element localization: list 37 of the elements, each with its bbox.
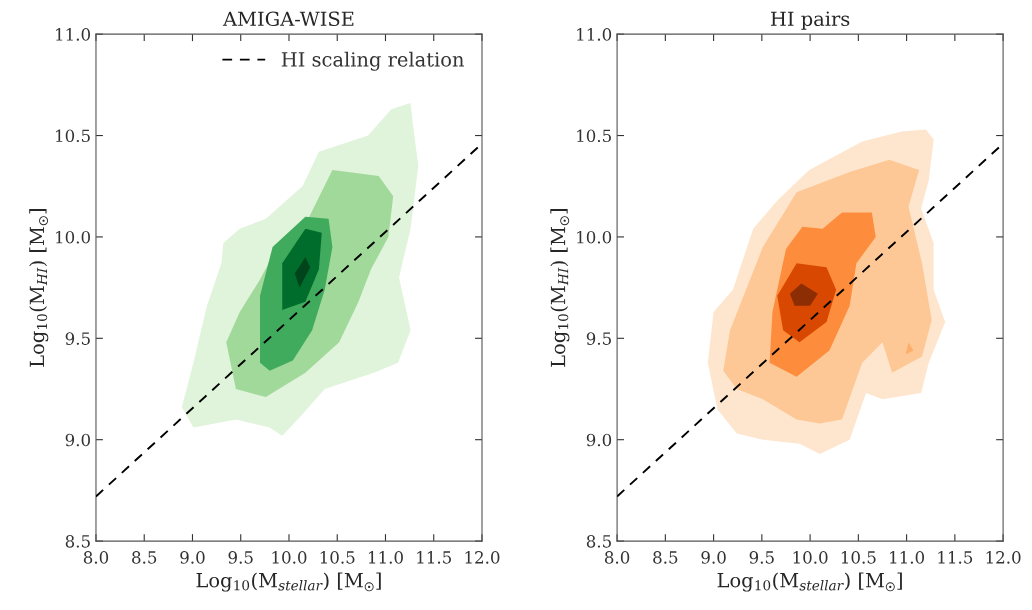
x-axis-title: Log$_{10}$(M$_{stellar}$) [M$_{☉}$] bbox=[196, 572, 381, 592]
y-tick-label: 8.5 bbox=[586, 535, 611, 548]
x-tick-label: 10.0 bbox=[793, 551, 828, 564]
y-tick-label: 10.5 bbox=[577, 129, 611, 143]
y-tick-label: 11.0 bbox=[56, 28, 91, 41]
x-tick-label: 9.5 bbox=[749, 551, 774, 564]
y-axis-title: Log$_{10}$(M$_{HI}$) [M$_{☉}$] bbox=[29, 209, 49, 367]
y-tick-label: 10.0 bbox=[56, 230, 91, 244]
x-axis-title: Log$_{10}$(M$_{stellar}$) [M$_{☉}$] bbox=[717, 572, 902, 592]
x-tick-label: 10.5 bbox=[320, 551, 355, 564]
y-axis-title: Log$_{10}$(M$_{HI}$) [M$_{☉}$] bbox=[550, 209, 570, 367]
y-tick-label: 11.0 bbox=[577, 28, 612, 41]
x-tick-label: 11.5 bbox=[417, 551, 451, 564]
x-tick-label: 9.0 bbox=[701, 551, 726, 564]
x-tick-label: 11.5 bbox=[938, 551, 973, 564]
chart-title: HI pairs bbox=[771, 11, 850, 30]
x-tick-label: 12.0 bbox=[465, 551, 500, 564]
x-tick-label: 9.0 bbox=[180, 551, 205, 564]
y-tick-label: 10.5 bbox=[56, 129, 90, 143]
x-tick-label: 10.5 bbox=[841, 551, 876, 564]
x-tick-label: 12.0 bbox=[986, 551, 1021, 564]
x-tick-label: 11.0 bbox=[890, 551, 925, 564]
y-tick-label: 9.0 bbox=[586, 433, 612, 447]
x-tick-label: 11.0 bbox=[368, 551, 403, 564]
chart-title: AMIGA-WISE bbox=[222, 11, 354, 27]
y-tick-label: 9.0 bbox=[65, 433, 91, 447]
y-tick-label: 10.0 bbox=[577, 230, 612, 244]
x-tick-label: 8.5 bbox=[653, 551, 678, 564]
y-tick-label: 9.5 bbox=[65, 332, 90, 345]
x-tick-label: 10.0 bbox=[272, 551, 307, 564]
x-tick-label: 8.0 bbox=[83, 551, 109, 564]
x-tick-label: 8.5 bbox=[132, 551, 157, 564]
x-tick-label: 8.0 bbox=[604, 551, 630, 564]
y-tick-label: 8.5 bbox=[65, 535, 90, 548]
x-tick-label: 9.5 bbox=[228, 551, 253, 564]
legend-label: HI scaling relation bbox=[281, 51, 464, 71]
y-tick-label: 9.5 bbox=[586, 332, 611, 345]
